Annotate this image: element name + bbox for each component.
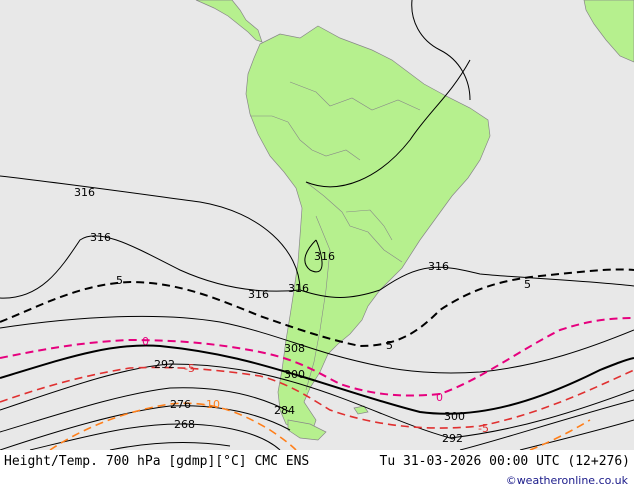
border-line: [250, 115, 289, 123]
temp-label: 0: [436, 391, 443, 404]
height-contour-316-north-east: [411, 0, 471, 101]
height-label: 316: [74, 186, 95, 199]
height-label: 292: [154, 358, 175, 371]
height-label: 316: [90, 231, 111, 244]
height-contour-east: [459, 399, 634, 450]
temperature-contours: [0, 268, 634, 450]
central-america-landmass: [195, 0, 263, 43]
south-america-landmass: [245, 25, 491, 433]
border-line: [305, 215, 331, 391]
tierra-del-fuego: [287, 419, 327, 441]
height-label: 284: [274, 404, 295, 417]
height-contour-east-lower: [519, 419, 634, 450]
height-contour-292: [0, 363, 634, 439]
temp-label: -10: [202, 398, 220, 411]
height-contour-268: [29, 423, 281, 450]
height-label: 268: [174, 418, 195, 431]
height-contour-276: [0, 405, 291, 450]
height-label: 300: [444, 410, 465, 423]
border-line: [305, 181, 403, 263]
height-labels: 316 316 316 316 316 316 308 300 300 292 …: [74, 186, 465, 445]
temp-contour-minus10: [49, 402, 297, 450]
temp-contour-minus10-east: [529, 419, 591, 450]
height-label: 292: [442, 432, 463, 445]
height-label: 276: [170, 398, 191, 411]
temp-label: 5: [386, 339, 393, 352]
temp-label: 5: [116, 274, 123, 287]
height-contour-260: [109, 442, 231, 450]
border-line: [345, 209, 393, 241]
map-canvas: 316 316 316 316 316 316 308 300 300 292 …: [0, 0, 634, 450]
height-label: 316: [248, 288, 269, 301]
height-contour-308: [0, 315, 634, 374]
temp-label: 5: [524, 278, 531, 291]
forecast-datetime: Tu 31-03-2026 00:00 UTC (12+276): [379, 454, 630, 469]
height-label: 300: [284, 368, 305, 381]
africa-landmass: [583, 0, 634, 63]
height-contour-300: [0, 344, 634, 415]
country-borders: [250, 81, 421, 391]
temp-contour-minus5: [0, 366, 634, 429]
height-contour-316-inner: [305, 59, 471, 188]
height-label: 308: [284, 342, 305, 355]
weather-map: 316 316 316 316 316 316 308 300 300 292 …: [0, 0, 634, 450]
height-contour-316-mid: [0, 235, 634, 299]
height-label: 316: [314, 250, 335, 263]
map-title: Height/Temp. 700 hPa [gdmp][°C] CMC ENS: [4, 454, 310, 469]
height-label: 316: [428, 260, 449, 273]
falkland-islands: [353, 405, 369, 415]
height-label: 316: [288, 282, 309, 295]
temp-label: -5: [184, 362, 195, 375]
height-contour-284: [0, 387, 291, 433]
height-contours: [0, 0, 634, 450]
credit-link[interactable]: ©weatheronline.co.uk: [505, 474, 628, 487]
temp-label: 0: [142, 335, 149, 348]
temperature-labels: 5 5 5 0 0 -5 -5 -10: [116, 274, 531, 435]
temp-contour-0: [0, 317, 634, 397]
border-line: [289, 81, 421, 111]
border-line: [287, 121, 361, 161]
height-contour-316-loop: [304, 239, 323, 273]
height-contour-316-north: [0, 175, 301, 291]
map-footer: Height/Temp. 700 hPa [gdmp][°C] CMC ENS …: [0, 450, 634, 490]
temp-label: -5: [478, 422, 489, 435]
temp-contour-5: [0, 268, 634, 348]
land-layer: [195, 0, 634, 441]
